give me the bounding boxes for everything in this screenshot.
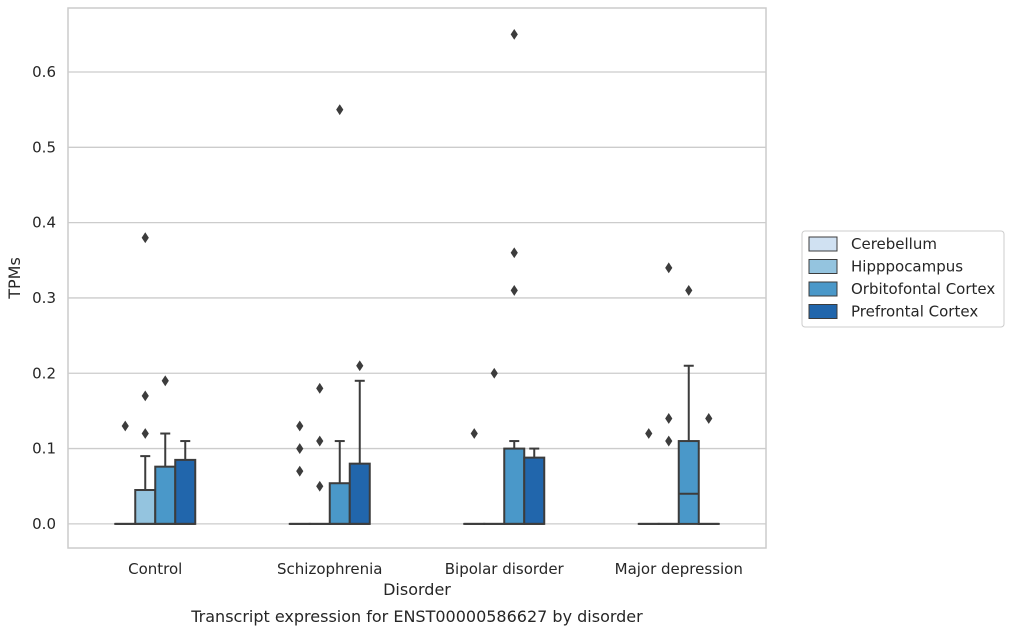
x-tick-label: Schizophrenia xyxy=(277,560,382,578)
y-tick-label: 0.0 xyxy=(32,515,56,533)
outlier-point xyxy=(296,421,303,432)
box-layer xyxy=(115,29,719,524)
y-tick-label: 0.2 xyxy=(32,364,56,382)
figure-caption: Transcript expression for ENST0000058662… xyxy=(190,607,643,626)
legend-swatch xyxy=(809,237,837,251)
box-prefrontal-cortex xyxy=(350,464,370,524)
box-hipppocampus xyxy=(135,490,155,524)
legend-label: Orbitofontal Cortex xyxy=(851,280,995,298)
legend-label: Prefrontal Cortex xyxy=(851,303,978,321)
x-axis-label: Disorder xyxy=(383,580,451,599)
y-tick-label: 0.6 xyxy=(32,63,56,81)
y-tick-label: 0.3 xyxy=(32,289,56,307)
outlier-point xyxy=(471,428,478,439)
x-tick-label: Major depression xyxy=(615,560,743,578)
y-tick-labels: 0.0 0.1 0.2 0.3 0.4 0.5 0.6 xyxy=(32,63,56,533)
outlier-point xyxy=(665,436,672,447)
legend-label: Hipppocampus xyxy=(851,258,963,276)
y-tick-label: 0.4 xyxy=(32,214,56,232)
legend-swatch xyxy=(809,282,837,296)
y-tick-label: 0.5 xyxy=(32,138,56,156)
outlier-point xyxy=(316,383,323,394)
box-orbitofontal-cortex xyxy=(330,483,350,524)
y-tick-label: 0.1 xyxy=(32,440,56,458)
x-tick-labels: Control Schizophrenia Bipolar disorder Majo… xyxy=(128,560,743,578)
x-tick-label: Bipolar disorder xyxy=(445,560,565,578)
outlier-point xyxy=(142,428,149,439)
legend-label: Cerebellum xyxy=(851,235,937,253)
outlier-point xyxy=(705,413,712,424)
outlier-point xyxy=(491,368,498,379)
outlier-point xyxy=(645,428,652,439)
outlier-point xyxy=(356,360,363,371)
x-tick-label: Control xyxy=(128,560,182,578)
y-axis-label: TPMs xyxy=(5,257,24,300)
legend: Cerebellum Hipppocampus Orbitofontal Corte… xyxy=(802,231,1004,327)
box-orbitofontal-cortex xyxy=(504,449,524,524)
outlier-point xyxy=(316,436,323,447)
outlier-point xyxy=(685,285,692,296)
outlier-point xyxy=(665,262,672,273)
outlier-point xyxy=(665,413,672,424)
box-orbitofontal-cortex xyxy=(679,441,699,524)
box-prefrontal-cortex xyxy=(175,460,195,524)
outlier-point xyxy=(336,104,343,115)
gridlines xyxy=(68,72,766,524)
outlier-point xyxy=(162,375,169,386)
box-prefrontal-cortex xyxy=(524,458,544,524)
outlier-point xyxy=(296,466,303,477)
legend-swatch xyxy=(809,305,837,319)
legend-swatch xyxy=(809,260,837,274)
outlier-point xyxy=(142,390,149,401)
outlier-point xyxy=(511,285,518,296)
outlier-point xyxy=(511,29,518,40)
outlier-point xyxy=(316,481,323,492)
outlier-point xyxy=(122,421,129,432)
outlier-point xyxy=(142,232,149,243)
outlier-point xyxy=(296,443,303,454)
outlier-point xyxy=(511,247,518,258)
box-orbitofontal-cortex xyxy=(155,467,175,524)
